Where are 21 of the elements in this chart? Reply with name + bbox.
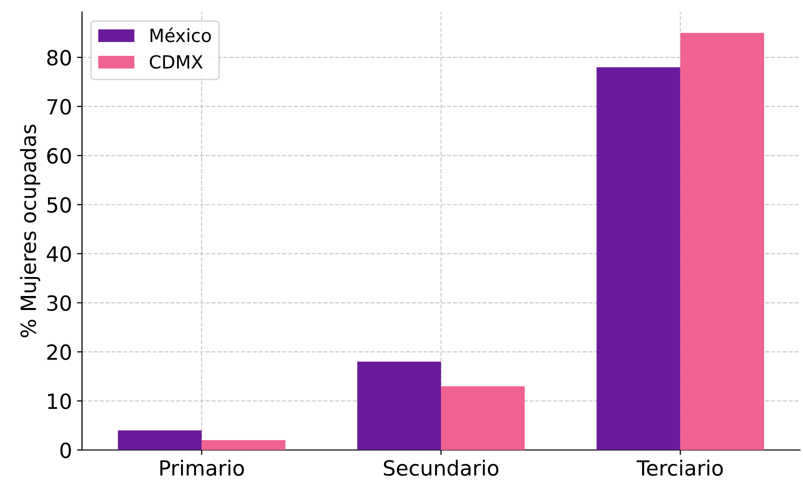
y-tick-label: 60	[47, 148, 71, 164]
y-tick-label: 20	[47, 344, 71, 360]
bar	[118, 430, 202, 450]
y-tick-label: 30	[47, 295, 71, 311]
bar	[680, 32, 764, 450]
bar	[357, 362, 441, 450]
y-tick-label: 10	[48, 393, 71, 410]
x-tick-label: Terciario	[636, 460, 723, 476]
x-tick-label: Primario	[160, 460, 244, 476]
legend-label: CDMX	[150, 55, 203, 69]
bar	[202, 440, 286, 450]
x-tick-label: Secundario	[384, 460, 498, 476]
y-axis-title: % Mujeres ocupadas	[20, 124, 40, 338]
y-tick-label: 80	[47, 50, 71, 66]
y-tick-label: 50	[47, 197, 71, 213]
y-tick-label: 0	[60, 442, 71, 458]
legend-label: México	[150, 28, 211, 42]
bar	[596, 67, 680, 450]
bar	[441, 386, 525, 450]
y-tick-label: 70	[47, 98, 71, 115]
y-tick-label: 40	[46, 246, 71, 262]
